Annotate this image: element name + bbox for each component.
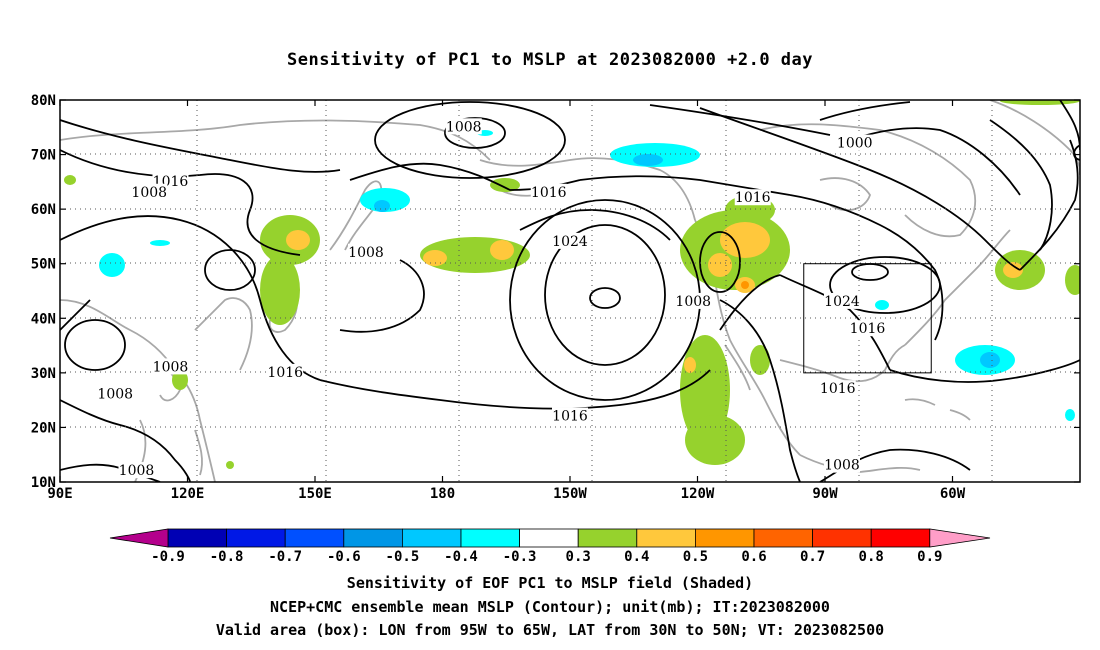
contour-label-bg xyxy=(348,243,384,260)
contour-label: 1008 xyxy=(446,119,482,135)
colorbar-label: -0.6 xyxy=(327,549,361,565)
contour-label: 1008 xyxy=(119,463,155,479)
contour-label: 1008 xyxy=(153,359,189,375)
contour-labels: 1008 1016 1008 1016 1016 1000 1008 1024 1008 1024… xyxy=(97,118,886,479)
lat-label: 60N xyxy=(31,202,56,218)
colorbar-swatch xyxy=(343,528,403,548)
colorbar-label: -0.7 xyxy=(268,549,302,565)
contour-label: 1024 xyxy=(824,294,860,310)
caption-line-2: NCEP+CMC ensemble mean MSLP (Contour); u… xyxy=(270,598,830,616)
contour-label-bg xyxy=(97,385,134,402)
contour-label-bg xyxy=(824,292,860,309)
lat-label: 80N xyxy=(31,93,56,109)
contour-label-bg xyxy=(445,118,482,135)
colorbar-label: -0.9 xyxy=(151,549,185,565)
contour-label: 1016 xyxy=(850,321,886,337)
colorbar-label: 0.3 xyxy=(566,549,591,565)
contour-label: 1016 xyxy=(267,365,303,381)
lon-label: 90W xyxy=(812,486,838,502)
contour-label-bg xyxy=(267,363,304,380)
colorbar-swatch xyxy=(226,528,286,548)
colorbar-swatch xyxy=(695,528,755,548)
contour-label-bg xyxy=(530,183,567,200)
page-title: Sensitivity of PC1 to MSLP at 2023082000… xyxy=(286,50,813,70)
grid-lines xyxy=(60,100,1080,482)
contour-label-bg xyxy=(836,134,873,151)
colorbar-swatch xyxy=(812,528,872,548)
contour-label: 1000 xyxy=(837,136,873,152)
colorbar-label: -0.5 xyxy=(386,549,420,565)
colorbar-label: -0.8 xyxy=(210,549,244,565)
lon-label: 60W xyxy=(940,486,966,502)
colorbar-swatch xyxy=(519,528,579,548)
contour-label-bg xyxy=(118,462,155,479)
colorbar-label: 0.9 xyxy=(917,549,942,565)
contour-label-bg xyxy=(849,320,886,337)
contour-label-bg xyxy=(824,456,860,473)
colorbar-swatch xyxy=(460,528,520,548)
contour-label: 1008 xyxy=(675,294,711,310)
lat-label: 70N xyxy=(31,148,56,164)
colorbar-label: 0.8 xyxy=(859,549,884,565)
colorbar-swatch xyxy=(636,528,696,548)
lat-label: 30N xyxy=(31,366,56,382)
contour-label-bg xyxy=(552,232,588,249)
lat-label: 50N xyxy=(31,257,56,273)
lon-label: 150E xyxy=(298,486,332,502)
mslp-contours xyxy=(60,100,1080,482)
colorbar-label: -0.4 xyxy=(444,549,478,565)
contour-label: 1016 xyxy=(531,185,567,201)
colorbar-swatch xyxy=(753,528,813,548)
lon-label: 120E xyxy=(171,486,205,502)
colorbar-label: 0.4 xyxy=(624,549,649,565)
caption-line-3: Valid area (box): LON from 95W to 65W, L… xyxy=(215,621,885,639)
colorbar-label: 0.5 xyxy=(683,549,708,565)
lon-label: 90E xyxy=(47,486,72,502)
lat-label: 40N xyxy=(31,311,56,327)
contour-label-bg xyxy=(152,358,189,375)
contour-label: 1016 xyxy=(820,381,856,397)
colorbar: -0.9 -0.8 -0.7 -0.6 -0.5 -0.4 -0.3 0.3 0.4 0.5 0.6… xyxy=(109,528,991,565)
colorbar-high-arrow xyxy=(929,528,991,548)
colorbar-low-arrow xyxy=(109,528,169,548)
contour-label-bg xyxy=(131,183,168,200)
contour-label: 1008 xyxy=(131,185,167,201)
lon-label: 120W xyxy=(681,486,715,502)
contour-label: 1008 xyxy=(97,387,133,403)
lat-label: 10N xyxy=(31,475,56,491)
axis-labels: 90E 120E 150E 180 150W 120W 90W 60W 80N 70N 60N 50N… xyxy=(31,93,1080,502)
contour-label-bg xyxy=(552,407,588,424)
contour-label: 1008 xyxy=(824,458,860,474)
colorbar-label: -0.3 xyxy=(503,549,537,565)
contour-label-bg xyxy=(819,380,856,397)
contour-label: 1008 xyxy=(348,245,384,261)
colorbar-swatch xyxy=(284,528,345,548)
colorbar-label: 0.7 xyxy=(800,549,825,565)
lat-label: 20N xyxy=(31,420,56,436)
caption-line-1: Sensitivity of EOF PC1 to MSLP field (Sh… xyxy=(346,574,754,592)
colorbar-swatch xyxy=(401,528,462,548)
contour-label-bg xyxy=(675,292,712,309)
colorbar-label: 0.6 xyxy=(741,549,766,565)
colorbar-swatch xyxy=(577,528,638,548)
colorbar-swatch xyxy=(167,528,227,548)
lon-label: 180 xyxy=(430,486,455,502)
contour-label-bg xyxy=(734,189,771,206)
contour-label: 1016 xyxy=(735,190,771,206)
valid-area-box xyxy=(803,263,932,374)
contour-label: 1024 xyxy=(552,234,588,250)
sensitivity-shading xyxy=(64,100,1080,469)
contour-label: 1016 xyxy=(552,409,588,425)
colorbar-swatch xyxy=(870,528,931,548)
lon-label: 150W xyxy=(553,486,587,502)
